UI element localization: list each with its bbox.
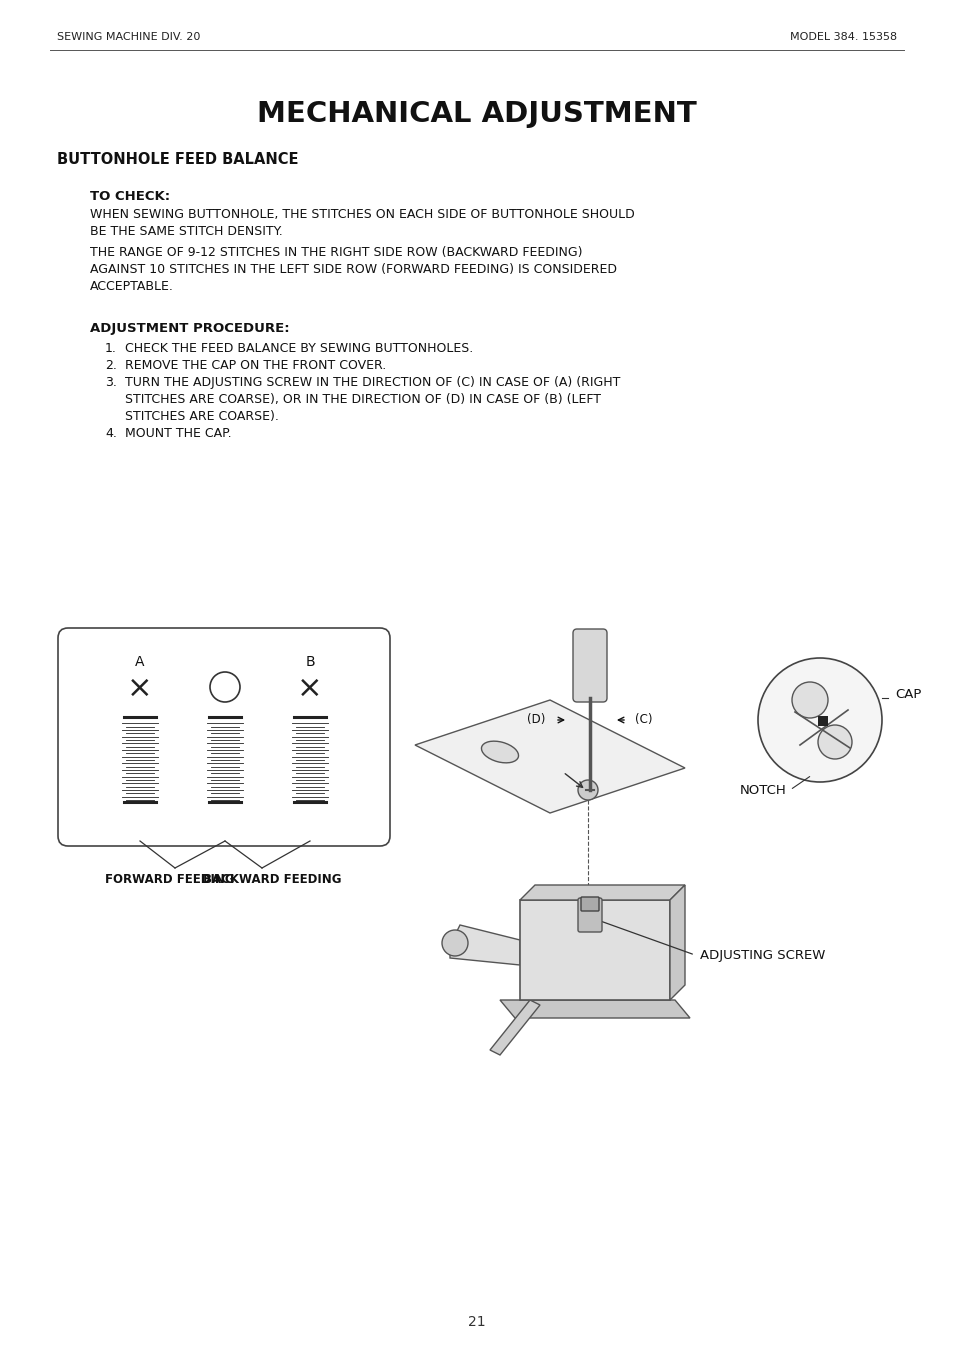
FancyBboxPatch shape <box>578 898 601 932</box>
Bar <box>519 900 669 1000</box>
Text: AGAINST 10 STITCHES IN THE LEFT SIDE ROW (FORWARD FEEDING) IS CONSIDERED: AGAINST 10 STITCHES IN THE LEFT SIDE ROW… <box>90 263 617 276</box>
Text: THE RANGE OF 9-12 STITCHES IN THE RIGHT SIDE ROW (BACKWARD FEEDING): THE RANGE OF 9-12 STITCHES IN THE RIGHT … <box>90 246 582 259</box>
Text: NOTCH: NOTCH <box>740 784 786 797</box>
Text: ×: × <box>127 674 152 703</box>
Circle shape <box>758 658 882 782</box>
Ellipse shape <box>481 742 518 763</box>
Text: ×: × <box>297 674 322 703</box>
Text: CHECK THE FEED BALANCE BY SEWING BUTTONHOLES.: CHECK THE FEED BALANCE BY SEWING BUTTONH… <box>125 342 473 355</box>
Circle shape <box>791 682 827 717</box>
Polygon shape <box>519 885 684 900</box>
Circle shape <box>817 725 851 759</box>
FancyBboxPatch shape <box>580 897 598 911</box>
Text: BACKWARD FEEDING: BACKWARD FEEDING <box>203 873 341 886</box>
Circle shape <box>578 780 598 800</box>
Text: STITCHES ARE COARSE).: STITCHES ARE COARSE). <box>125 409 278 423</box>
Text: SEWING MACHINE DIV. 20: SEWING MACHINE DIV. 20 <box>57 32 200 42</box>
Text: BE THE SAME STITCH DENSITY.: BE THE SAME STITCH DENSITY. <box>90 226 282 238</box>
Text: ADJUSTING SCREW: ADJUSTING SCREW <box>700 948 824 962</box>
Text: STITCHES ARE COARSE), OR IN THE DIRECTION OF (D) IN CASE OF (B) (LEFT: STITCHES ARE COARSE), OR IN THE DIRECTIO… <box>125 393 600 407</box>
Text: 4.: 4. <box>105 427 117 440</box>
Text: CAP: CAP <box>894 689 921 701</box>
Text: TURN THE ADJUSTING SCREW IN THE DIRECTION OF (C) IN CASE OF (A) (RIGHT: TURN THE ADJUSTING SCREW IN THE DIRECTIO… <box>125 376 619 389</box>
Polygon shape <box>450 925 519 965</box>
Bar <box>817 716 827 725</box>
Text: A: A <box>135 655 145 669</box>
Text: MODEL 384. 15358: MODEL 384. 15358 <box>789 32 896 42</box>
Text: TO CHECK:: TO CHECK: <box>90 190 170 203</box>
Text: (C): (C) <box>635 713 652 727</box>
Text: ADJUSTMENT PROCEDURE:: ADJUSTMENT PROCEDURE: <box>90 322 290 335</box>
Text: REMOVE THE CAP ON THE FRONT COVER.: REMOVE THE CAP ON THE FRONT COVER. <box>125 359 386 372</box>
FancyBboxPatch shape <box>573 630 606 703</box>
Text: BUTTONHOLE FEED BALANCE: BUTTONHOLE FEED BALANCE <box>57 153 298 168</box>
Text: B: B <box>305 655 314 669</box>
Text: MOUNT THE CAP.: MOUNT THE CAP. <box>125 427 232 440</box>
Text: WHEN SEWING BUTTONHOLE, THE STITCHES ON EACH SIDE OF BUTTONHOLE SHOULD: WHEN SEWING BUTTONHOLE, THE STITCHES ON … <box>90 208 634 222</box>
Polygon shape <box>669 885 684 1000</box>
Polygon shape <box>490 1000 539 1055</box>
FancyBboxPatch shape <box>58 628 390 846</box>
Text: (D): (D) <box>526 713 544 727</box>
Text: 1.: 1. <box>105 342 117 355</box>
Polygon shape <box>499 1000 689 1019</box>
Text: 3.: 3. <box>105 376 117 389</box>
Text: ACCEPTABLE.: ACCEPTABLE. <box>90 280 173 293</box>
Circle shape <box>210 671 240 703</box>
Text: FORWARD FEEDING: FORWARD FEEDING <box>105 873 234 886</box>
Polygon shape <box>415 700 684 813</box>
Circle shape <box>441 929 468 957</box>
Text: 2.: 2. <box>105 359 117 372</box>
Text: MECHANICAL ADJUSTMENT: MECHANICAL ADJUSTMENT <box>257 100 696 128</box>
Text: 21: 21 <box>468 1315 485 1329</box>
